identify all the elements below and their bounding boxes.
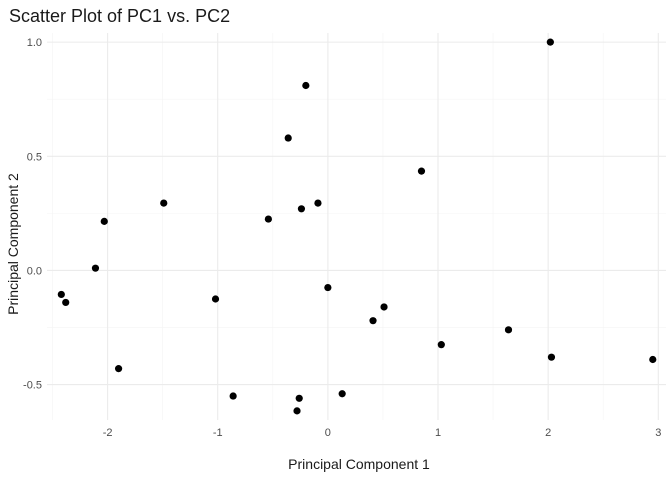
y-tick-label: -0.5	[23, 380, 42, 392]
data-point	[284, 134, 292, 142]
data-point	[417, 167, 426, 175]
data-point	[504, 326, 513, 334]
data-point	[547, 353, 556, 361]
data-point	[338, 390, 346, 398]
data-point	[160, 199, 168, 207]
data-point	[57, 290, 65, 299]
data-point	[437, 341, 445, 349]
x-tick-label: 3	[655, 427, 661, 439]
data-point	[546, 38, 554, 46]
data-point	[264, 215, 272, 223]
grid	[47, 33, 666, 420]
data-point	[114, 365, 123, 373]
data-point	[314, 199, 322, 207]
y-tick-label: 0.0	[27, 265, 42, 277]
data-point	[369, 317, 377, 325]
x-axis-title: Principal Component 1	[288, 456, 430, 472]
chart-title: Scatter Plot of PC1 vs. PC2	[9, 6, 230, 26]
x-tick-label: 0	[325, 427, 331, 439]
data-point	[649, 355, 657, 364]
data-point	[297, 205, 306, 213]
x-tick-label: -2	[103, 427, 113, 439]
y-axis-title: Principal Component 2	[5, 173, 21, 315]
data-point	[62, 298, 70, 307]
x-tick-label: -1	[213, 427, 223, 439]
y-tick-label: 0.5	[27, 151, 42, 163]
data-point	[229, 392, 237, 400]
data-point	[91, 264, 100, 272]
data-point	[295, 394, 303, 402]
data-point	[302, 81, 310, 90]
data-point	[100, 217, 108, 225]
data-point	[324, 283, 332, 292]
x-axis-ticks: -2 -1 0 1 2 3	[103, 427, 662, 439]
y-axis-ticks: -0.5 0.0 0.5 1.0	[23, 37, 42, 391]
data-point	[211, 295, 220, 303]
y-tick-label: 1.0	[27, 37, 42, 49]
data-point	[380, 303, 388, 311]
x-tick-label: 1	[435, 427, 441, 439]
data-point	[293, 407, 301, 415]
data-points	[57, 38, 657, 415]
x-tick-label: 2	[545, 427, 551, 439]
